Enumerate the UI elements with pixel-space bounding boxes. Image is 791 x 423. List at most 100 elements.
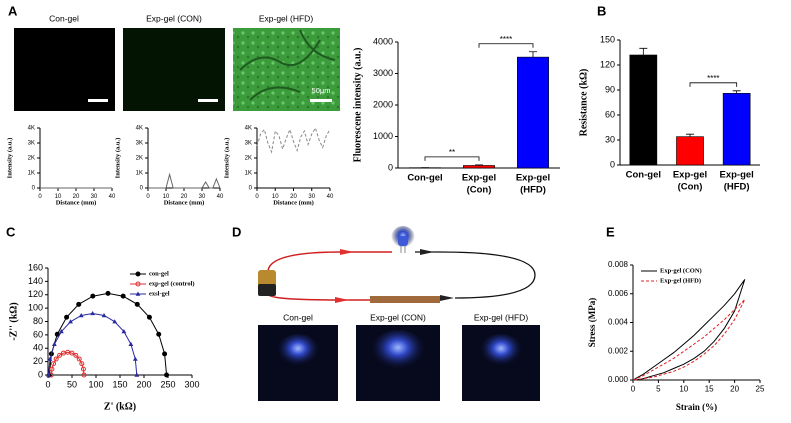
y-tick-label: 3000 [373,68,393,78]
marker [112,319,118,324]
significance-bracket [689,82,738,87]
y-axis-label: -Z'' (kΩ) [8,302,19,340]
y-axis-label: Intensity (a.u.) [223,138,230,179]
x-tick-label: (Con) [467,185,492,196]
bar [629,54,658,166]
x-tick-label: Exp-gel [673,170,707,181]
x-tick-label: 0 [255,194,259,200]
micrograph [233,28,340,111]
significance-label: **** [707,74,719,83]
micrograph [14,28,115,111]
legend-label: con-gel [149,270,169,277]
photo-label: Con-gel [283,312,313,322]
y-tick-label: 2000 [373,99,393,109]
scale-bar [88,99,108,102]
y-tick-label: 0.008 [608,260,629,269]
x-tick-label: 20 [730,385,739,394]
x-tick-label: 0 [146,194,150,200]
marker [64,314,70,320]
marker [51,341,57,346]
error-bar [732,90,741,94]
x-tick-label: (HFD) [520,185,546,196]
y-axis-label: Stress (MPa) [587,298,597,348]
marker [128,341,134,346]
series-line [632,279,746,381]
y-tick-label: 4K [28,126,35,132]
image-label: Exp-gel (HFD) [259,13,313,23]
marker [121,329,127,334]
y-tick-label: 3K [28,141,35,147]
y-tick-label: 20 [33,356,43,366]
significance-bracket [478,43,534,48]
y-tick-label: 30 [605,134,615,144]
x-axis-label: Z' (kΩ) [104,401,136,412]
x-axis-label: Distance (mm) [56,199,97,206]
y-axis-label: Intensity (a.u.) [6,138,13,179]
y-tick-label: 0.002 [608,346,629,355]
marker [135,291,141,296]
y-tick-label: 0 [249,186,253,192]
y-tick-label: 2K [28,156,35,162]
y-tick-label: 150 [600,34,615,44]
image-label: Exp-gel (CON) [146,13,202,23]
x-tick-label: 10 [272,194,279,200]
x-tick-label: 10 [55,194,62,200]
marker [105,290,111,296]
marker [79,361,85,367]
y-tick-label: 100 [28,303,43,313]
significance-bracket [424,156,480,161]
x-tick-label: 0 [45,380,50,390]
y-tick-label: 140 [28,276,43,286]
marker [146,314,152,320]
marker [81,372,87,378]
marker [54,331,60,337]
series-line [148,172,221,189]
marker [80,366,86,372]
y-tick-label: 90 [605,84,615,94]
scale-bar-label: 50μm [312,86,331,95]
y-tick-label: 120 [28,289,43,299]
y-tick-label: 0.004 [608,318,629,327]
marker [134,372,140,377]
legend-label: exsl-gel [149,290,170,297]
y-tick-label: 60 [605,109,615,119]
x-tick-label: 30 [91,194,98,200]
led-glow [479,334,523,370]
led-glow [276,334,320,370]
y-tick-label: 1K [245,171,252,177]
marker [120,293,126,299]
led-glow [370,330,426,374]
series-line [50,351,85,376]
marker [57,352,63,358]
x-tick-label: (Con) [678,182,703,193]
x-tick-label: 300 [184,380,199,390]
significance-label: ** [449,148,455,157]
marker [164,372,170,378]
image-label: Con-gel [49,13,79,23]
scale-bar [198,99,218,102]
series-line [632,299,746,381]
y-tick-label: 0 [388,162,393,172]
y-tick-label: 0.000 [608,375,629,384]
marker [134,301,140,307]
photo-label: Exp-gel (HFD) [474,312,528,322]
micrograph [123,28,225,111]
y-tick-label: 2K [136,156,143,162]
x-tick-label: 40 [217,194,224,200]
x-tick-label: 0 [38,194,42,200]
series-line [48,312,138,376]
y-tick-label: 4K [245,126,252,132]
marker [90,310,96,316]
x-tick-label: 20 [181,194,188,200]
y-tick-label: 0 [38,369,43,379]
panel-label: E [606,224,615,239]
y-axis-label: Intensity (a.u.) [114,138,121,179]
x-tick-label: Exp-gel [720,170,754,181]
marker [135,281,141,287]
x-tick-label: 15 [705,385,714,394]
bar [722,93,751,166]
marker [101,313,107,318]
x-tick-label: Exp-gel [462,173,496,184]
y-tick-label: 0 [32,186,36,192]
